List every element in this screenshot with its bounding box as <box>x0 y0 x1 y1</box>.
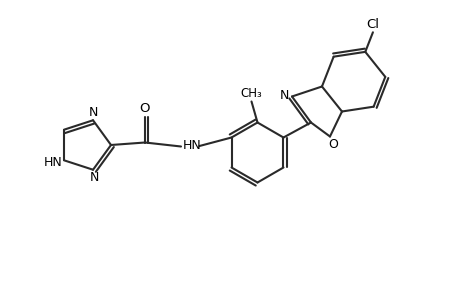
Text: O: O <box>140 101 150 115</box>
Text: N: N <box>279 89 288 102</box>
Text: Cl: Cl <box>366 18 379 31</box>
Text: HN: HN <box>44 156 62 169</box>
Text: N: N <box>89 171 99 184</box>
Text: HN: HN <box>182 139 201 152</box>
Text: CH₃: CH₃ <box>240 87 261 100</box>
Text: N: N <box>88 106 97 119</box>
Text: O: O <box>327 137 337 151</box>
